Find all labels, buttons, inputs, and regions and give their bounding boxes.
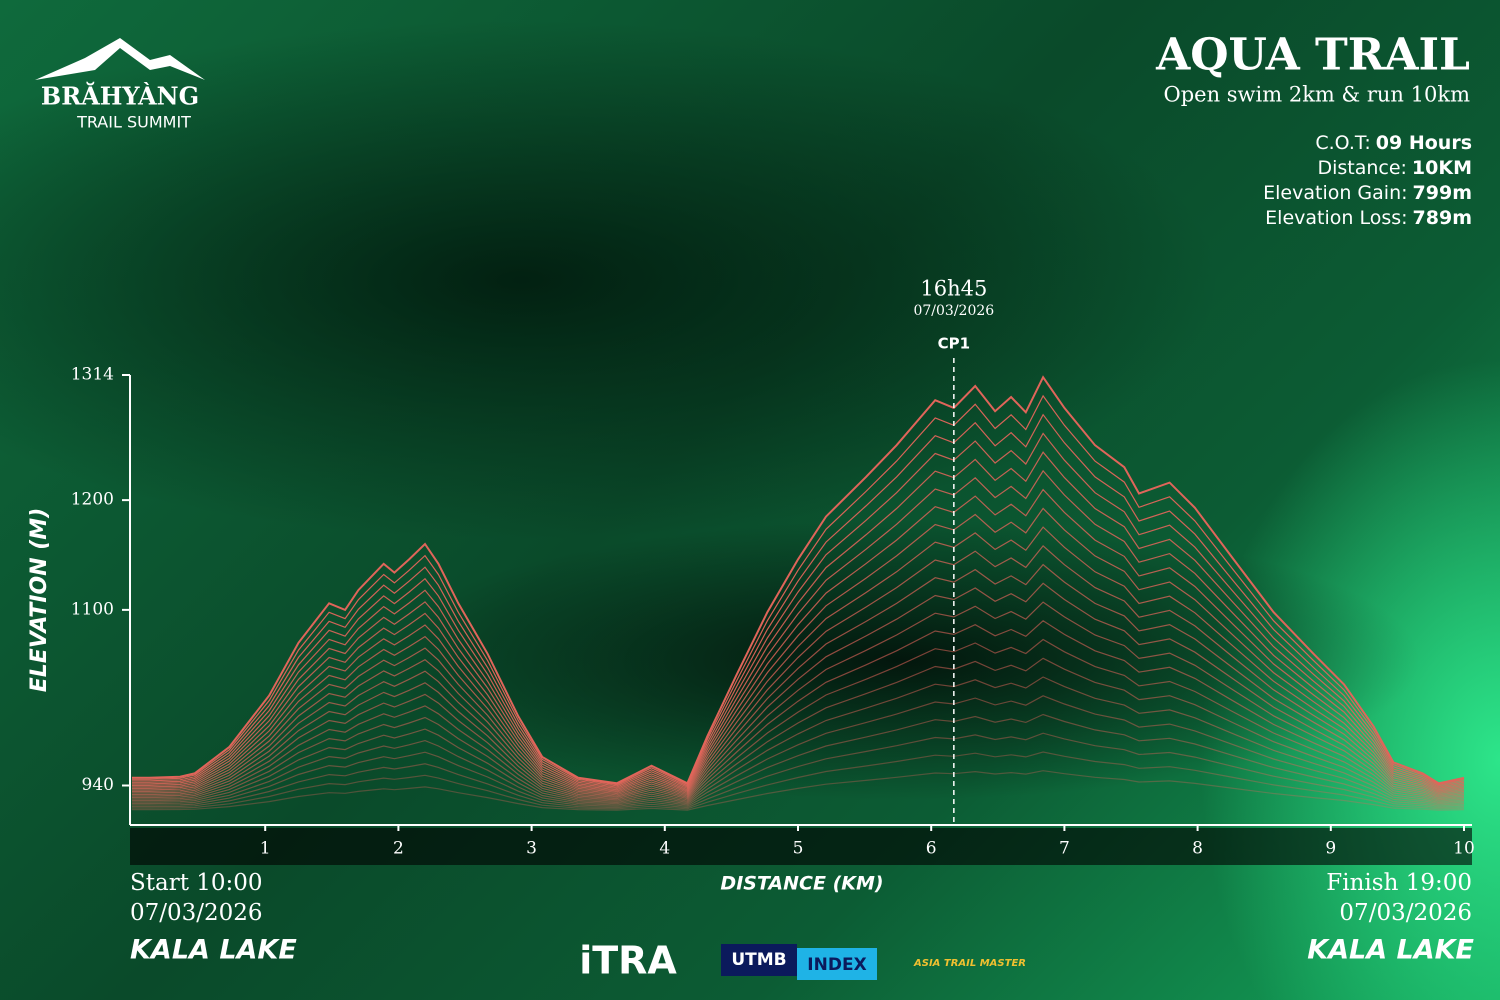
elevation-contour	[132, 526, 1465, 795]
stat-label: Distance:	[1317, 157, 1406, 179]
stat-label: Elevation Gain:	[1263, 182, 1407, 204]
stat-label: Elevation Loss:	[1265, 207, 1407, 229]
elevation-contour	[132, 676, 1465, 805]
stat-value: 789m	[1413, 207, 1472, 229]
x-tick-label: 8	[1192, 839, 1203, 859]
elevation-contour	[132, 582, 1465, 798]
elevation-contour	[132, 545, 1465, 796]
utmb-logo: UTMB	[731, 950, 786, 970]
elevation-contour	[132, 413, 1465, 787]
asia-logo: ASIA TRAIL MASTER	[913, 958, 1026, 969]
x-tick-label: 2	[393, 839, 404, 859]
stat-value: 799m	[1413, 182, 1472, 204]
elevation-contour	[132, 451, 1465, 790]
checkpoint-label: CP1	[938, 335, 970, 353]
y-tick-label: 1200	[71, 490, 114, 510]
elevation-contour	[132, 432, 1465, 788]
elevation-contour	[132, 563, 1465, 797]
stat-label: C.O.T:	[1315, 132, 1370, 154]
elevation-contour	[132, 638, 1465, 802]
stat-value: 09 Hours	[1376, 132, 1472, 154]
checkpoint-time: 16h45	[920, 277, 987, 301]
elevation-contour	[132, 713, 1465, 807]
elevation-contour	[132, 469, 1465, 791]
y-axis-title: ELEVATION (M)	[27, 508, 52, 693]
x-tick-label: 3	[526, 839, 537, 859]
elevation-contour	[132, 394, 1465, 786]
start-place: KALA LAKE	[130, 935, 297, 966]
index-box	[797, 948, 877, 980]
start-date: 07/03/2026	[130, 900, 263, 926]
checkpoint-date: 07/03/2026	[913, 303, 994, 319]
index-logo: INDEX	[807, 955, 866, 975]
elevation-contour	[132, 507, 1465, 793]
x-tick-label: 7	[1059, 839, 1070, 859]
x-tick-label: 9	[1325, 839, 1336, 859]
stat: C.O.T: 09 Hours	[1315, 132, 1472, 154]
elevation-contour	[132, 657, 1465, 804]
elevation-contour	[132, 488, 1465, 792]
x-tick-label: 10	[1453, 839, 1475, 859]
utmb-box	[721, 944, 797, 976]
x-tick-label: 5	[793, 839, 804, 859]
start-time: Start 10:00	[130, 870, 263, 896]
logo-tagline: TRAIL SUMMIT	[76, 113, 191, 132]
elevation-contour	[132, 601, 1465, 800]
finish-date: 07/03/2026	[1339, 900, 1472, 926]
stat: Elevation Loss: 789m	[1265, 207, 1472, 229]
elevation-contour	[132, 770, 1465, 811]
x-tick-label: 6	[926, 839, 937, 859]
x-tick-label: 4	[659, 839, 670, 859]
race-title: AQUA TRAIL	[1155, 30, 1470, 81]
elevation-contour	[132, 751, 1465, 810]
stat: Elevation Gain: 799m	[1263, 182, 1472, 204]
elevation-contour	[132, 695, 1465, 806]
stat: Distance: 10KM	[1317, 157, 1472, 179]
y-tick-label: 1314	[71, 365, 114, 385]
elevation-line	[132, 375, 1465, 785]
x-axis-band	[130, 828, 1472, 865]
x-tick-label: 1	[260, 839, 271, 859]
y-tick-label: 1100	[71, 599, 114, 619]
finish-place: KALA LAKE	[1307, 935, 1474, 966]
itra-logo: iTRA	[579, 939, 677, 983]
race-subtitle: Open swim 2km & run 10km	[1163, 83, 1470, 107]
stat-value: 10KM	[1412, 157, 1472, 179]
elevation-contour	[132, 620, 1465, 801]
logo-name: BRĂHYÀNG	[41, 82, 199, 111]
logo-mountain	[35, 38, 205, 80]
x-axis-title: DISTANCE (KM)	[720, 873, 883, 895]
finish-time: Finish 19:00	[1326, 870, 1472, 896]
elevation-contour	[132, 732, 1465, 809]
y-tick-label: 940	[82, 775, 114, 795]
